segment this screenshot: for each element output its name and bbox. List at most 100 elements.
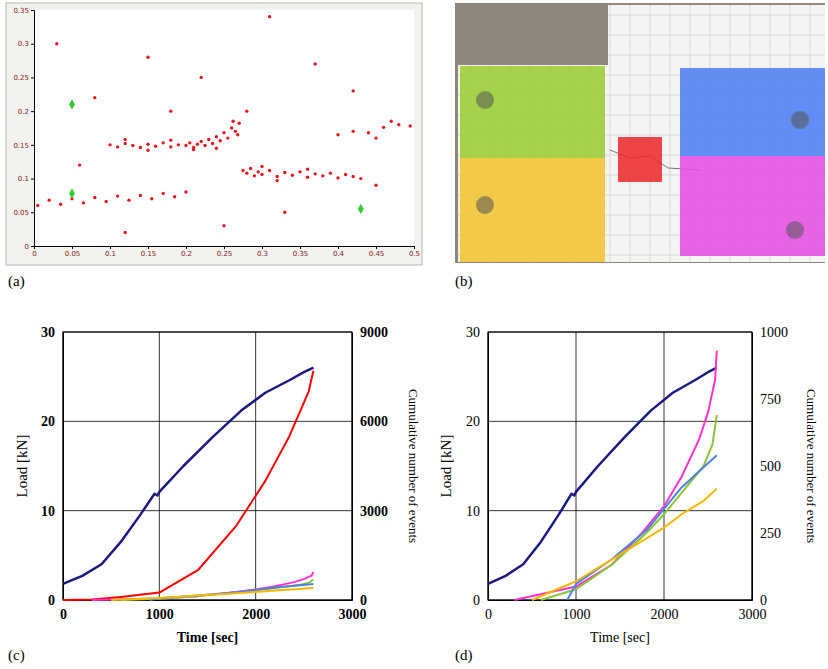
point: [336, 176, 339, 179]
point: [321, 174, 324, 177]
y2-axis: 02505007501000: [752, 325, 788, 608]
panel-scatter: 00.050.10.150.20.250.30.350.40.450.500.0…: [6, 3, 422, 265]
point: [314, 172, 317, 175]
tick-label: 0.35: [293, 250, 309, 258]
point: [291, 174, 294, 177]
series-line: [514, 351, 716, 600]
tick: 0: [352, 593, 367, 608]
tick: 30: [41, 325, 63, 340]
tick: 9000: [352, 325, 388, 340]
series-line: [111, 588, 313, 600]
point: [162, 192, 165, 195]
tick: 0.3: [257, 246, 268, 258]
figure: 00.050.10.150.20.250.30.350.40.450.500.0…: [0, 0, 828, 669]
point: [245, 109, 248, 112]
tick-mark: [148, 246, 149, 249]
tick: 0: [25, 243, 34, 251]
tick-label: 0.1: [18, 175, 29, 183]
tick-mark: [31, 212, 34, 213]
tick-label: 30: [466, 325, 480, 340]
tick-label: 1000: [146, 607, 174, 622]
tick: 0: [32, 246, 36, 258]
point: [260, 173, 263, 176]
tick-label: 0.05: [13, 209, 29, 217]
y-axis-title: Load [kN]: [438, 435, 454, 498]
tick-label: 1000: [563, 607, 591, 622]
point: [146, 149, 149, 152]
grid: [488, 332, 752, 600]
point: [409, 124, 412, 127]
tick: 0.5: [409, 246, 420, 258]
tick-label: 0: [485, 607, 492, 622]
tick: 30: [466, 325, 488, 340]
point: [358, 204, 364, 214]
axis-line: [752, 333, 753, 601]
point: [382, 126, 385, 129]
tick-mark: [110, 246, 111, 249]
point: [276, 179, 279, 182]
point: [162, 141, 165, 144]
grid-line: [488, 421, 752, 422]
point: [215, 147, 218, 150]
point: [230, 126, 233, 129]
tick: 250: [752, 526, 781, 541]
point: [169, 145, 172, 148]
grid-line: [608, 15, 825, 16]
tick: 20: [466, 414, 488, 429]
sensor: [476, 91, 494, 109]
point: [93, 96, 96, 99]
tick: 1000: [146, 600, 174, 622]
sensor-region: [680, 156, 825, 256]
grid-line: [670, 5, 671, 262]
point: [69, 99, 75, 109]
tick-label: 0.2: [18, 108, 29, 116]
tick: 0: [485, 600, 492, 622]
tick-label: 10: [466, 504, 480, 519]
tick-label: 0.15: [141, 250, 157, 258]
tick: 0.25: [13, 74, 34, 82]
plot-frame: [488, 332, 752, 600]
series-line: [541, 415, 717, 600]
tick-mark: [31, 179, 34, 180]
tick-label: 3000: [360, 504, 388, 519]
tick-label: 0.25: [217, 250, 233, 258]
point: [150, 197, 153, 200]
point: [276, 175, 279, 178]
y2-axis-title: Cumulative number of events: [804, 389, 819, 543]
tick-mark: [72, 246, 73, 249]
x-axis: 0100020003000: [60, 600, 367, 622]
point: [298, 170, 301, 173]
tick-mark: [262, 246, 263, 249]
photo-background: [455, 3, 825, 263]
point: [131, 144, 134, 147]
panel-label: (a): [8, 273, 25, 290]
grid-line: [630, 5, 631, 262]
tick-label: 0.05: [65, 250, 81, 258]
point: [329, 171, 332, 174]
y-axis-title: Load [kN]: [14, 435, 30, 498]
point: [207, 138, 210, 141]
tick-mark: [414, 246, 415, 249]
series-line: [63, 368, 313, 584]
point: [390, 120, 393, 123]
specimen-grid: [458, 5, 825, 262]
point: [249, 167, 252, 170]
point: [169, 138, 172, 141]
tick-label: 2000: [242, 607, 270, 622]
tick-mark: [31, 246, 34, 247]
tick: 0: [752, 593, 767, 608]
y2-axis: 0300060009000: [352, 325, 388, 608]
point: [146, 56, 149, 59]
axis-line: [489, 600, 753, 601]
grid-line: [63, 421, 352, 422]
point: [268, 169, 271, 172]
tick: 0.45: [369, 246, 385, 258]
point: [226, 136, 229, 139]
point: [236, 133, 239, 136]
series-line: [567, 455, 717, 600]
tick: 0.05: [13, 209, 34, 217]
grid-line: [255, 332, 256, 600]
grid-line: [576, 332, 577, 600]
point: [124, 231, 127, 234]
tick-label: 30: [41, 325, 55, 340]
